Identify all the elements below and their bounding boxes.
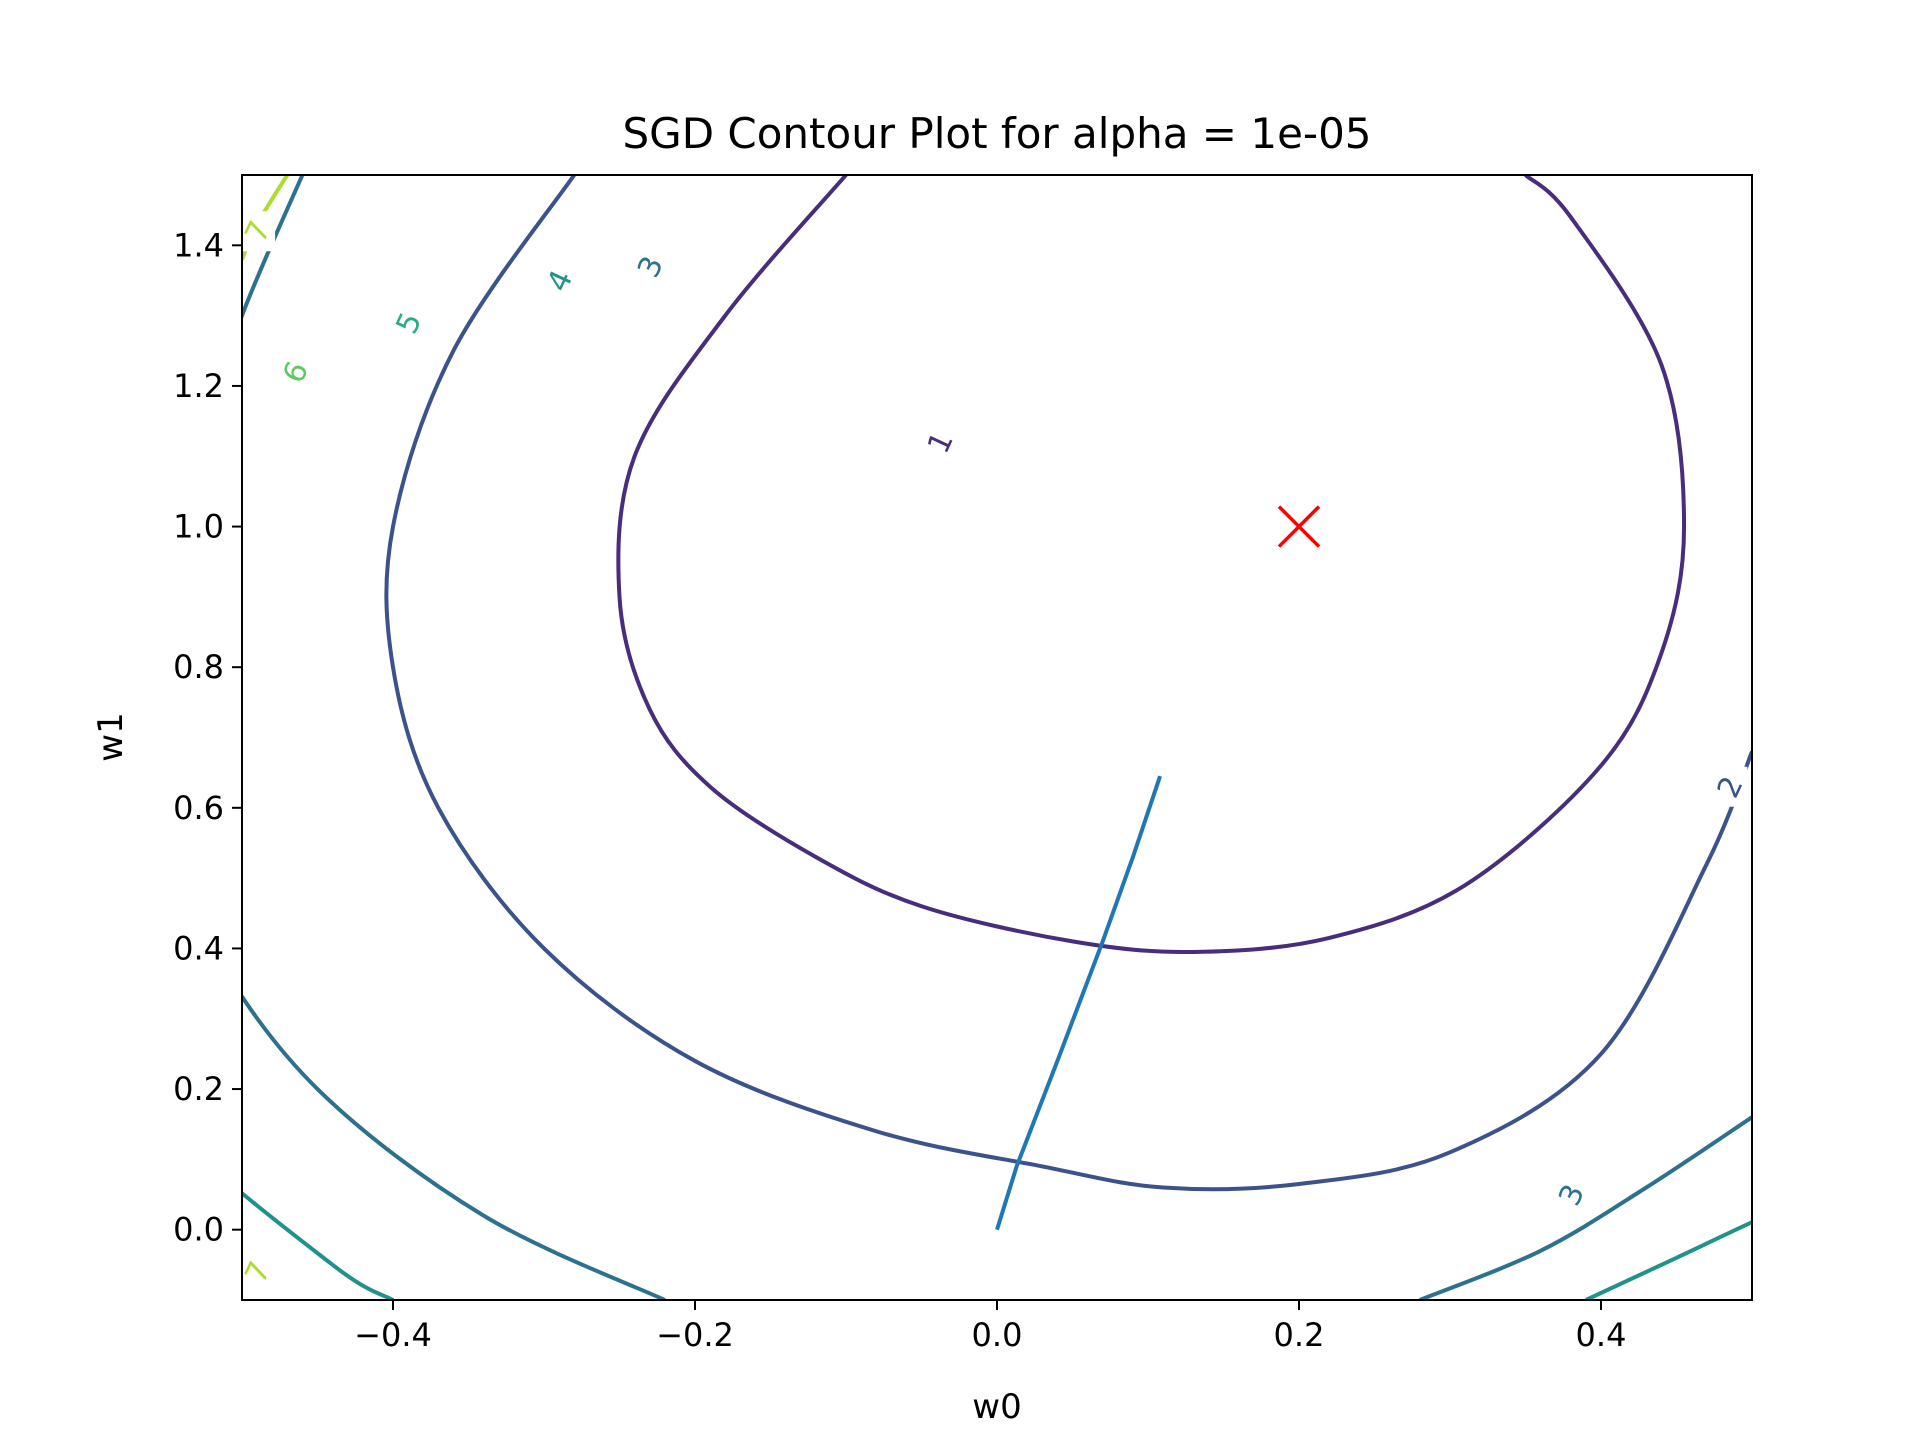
x-tick-label: 0.2 [1274, 1316, 1325, 1354]
y-tick-label: 1.2 [173, 367, 224, 405]
contour-lines [242, 175, 1752, 1300]
y-tick-label: 0.4 [173, 929, 224, 967]
contour-line-3 [242, 175, 666, 1300]
contour-line-2 [384, 175, 1752, 1192]
contour-line-4 [242, 1190, 395, 1300]
contour-label-bg [242, 1251, 276, 1292]
y-tick-label: 1.0 [173, 508, 224, 546]
x-axis-ticks: −0.4 −0.2 0.0 0.2 0.4 [354, 1300, 1626, 1354]
y-tick-label: 1.4 [173, 226, 224, 264]
x-tick-label: 0.0 [972, 1316, 1023, 1354]
contour-label-bg [390, 302, 427, 343]
target-marker-layer [1277, 505, 1321, 548]
y-axis-label: w1 [91, 712, 131, 761]
sgd-path [995, 775, 1162, 1231]
y-tick-label: 0.8 [173, 648, 224, 686]
contour-line-1 [616, 175, 1687, 955]
contour-label-bg [1552, 1174, 1589, 1215]
target-marker [1277, 505, 1321, 548]
chart-title: SGD Contour Plot for alpha = 1e-05 [622, 109, 1371, 158]
contour-label-bg [631, 246, 668, 287]
contour-label-bg [541, 260, 578, 301]
contour-label-bg [1711, 766, 1748, 807]
contour-label-bg [921, 422, 958, 463]
y-tick-label: 0.6 [173, 789, 224, 827]
y-tick-label: 0.0 [173, 1211, 224, 1249]
contour-labels: 1233445677 [242, 211, 1751, 1292]
contour-label-bg [276, 351, 313, 392]
contour-label-bg [242, 211, 276, 252]
contour-line-3-b [1419, 1115, 1752, 1300]
x-tick-label: −0.4 [354, 1316, 432, 1354]
x-axis-label: w0 [972, 1387, 1021, 1427]
contour-line-4-b [1585, 1219, 1752, 1300]
sgd-path-layer [995, 775, 1162, 1231]
x-tick-label: 0.4 [1576, 1316, 1627, 1354]
x-tick-label: −0.2 [656, 1316, 734, 1354]
y-tick-label: 0.2 [173, 1070, 224, 1108]
y-axis-ticks: 0.0 0.2 0.4 0.6 0.8 1.0 1.2 1.4 [173, 226, 242, 1249]
